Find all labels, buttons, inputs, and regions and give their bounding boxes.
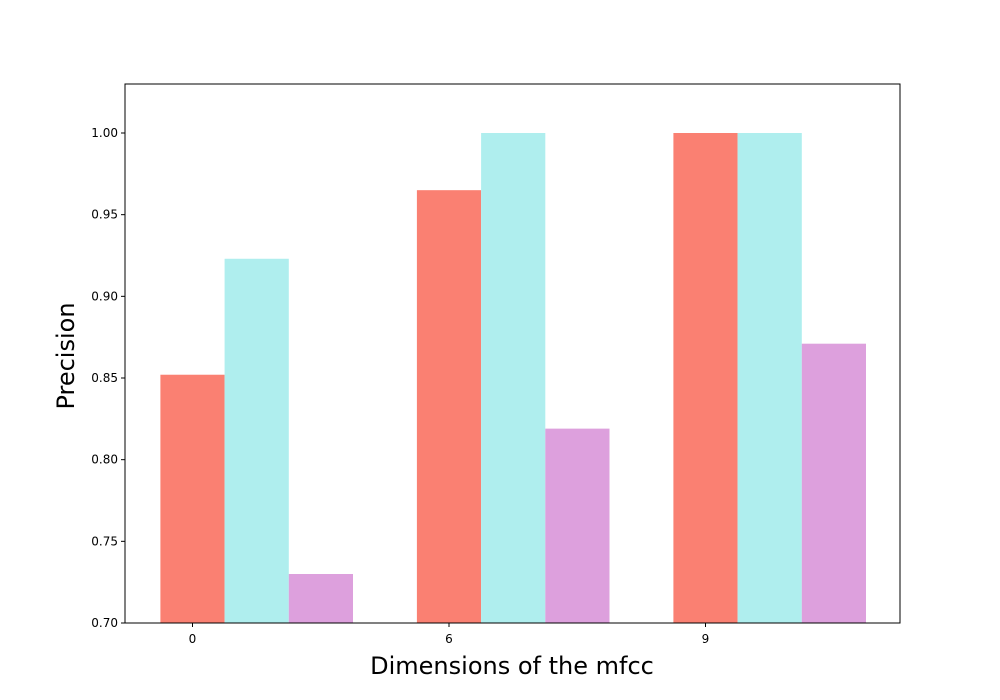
x-axis: 0 6 9 [189, 623, 710, 646]
y-tick-label: 1.00 [91, 126, 118, 140]
y-tick-label: 0.95 [91, 208, 118, 222]
x-axis-title: Dimensions of the mfcc [370, 652, 654, 680]
bar-series-2-cat-0 [224, 258, 289, 623]
y-tick-label: 0.70 [91, 616, 118, 630]
bar-series-2-cat-9 [737, 133, 802, 623]
bar-series-1-cat-9 [673, 133, 738, 623]
y-tick-label: 0.80 [91, 453, 118, 467]
bar-series-3-cat-6 [545, 428, 610, 623]
bars-group [160, 133, 866, 624]
y-axis: 0.70 0.75 0.80 0.85 0.90 0.95 1.00 [91, 126, 125, 630]
y-tick-label: 0.90 [91, 289, 118, 303]
y-axis-title: Precision [52, 302, 80, 409]
bar-series-3-cat-9 [801, 343, 866, 623]
bar-series-2-cat-6 [481, 133, 546, 623]
bar-series-3-cat-0 [288, 574, 353, 623]
bar-series-1-cat-0 [160, 374, 225, 623]
x-tick-label: 0 [189, 632, 197, 646]
y-tick-label: 0.75 [91, 534, 118, 548]
x-tick-label: 6 [445, 632, 453, 646]
plot-area-frame [124, 83, 901, 624]
y-tick-label: 0.85 [91, 371, 118, 385]
x-tick-label: 9 [702, 632, 710, 646]
bar-series-1-cat-6 [416, 190, 482, 624]
